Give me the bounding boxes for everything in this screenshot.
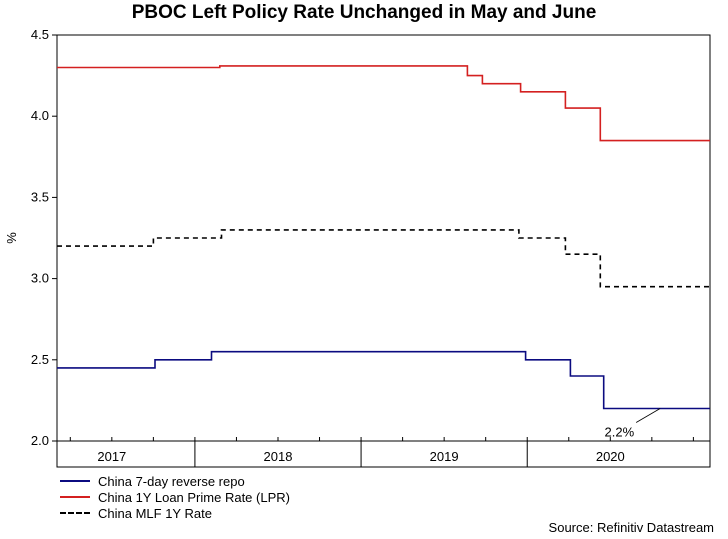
y-tick-label: 3.5 (31, 189, 49, 204)
annotation: 2.2% (605, 408, 661, 440)
y-axis: 2.0 2.5 3.0 3.5 4.0 4.5 (31, 27, 57, 448)
x-tick-label: 2017 (97, 449, 126, 464)
legend-label: China 7-day reverse repo (98, 473, 245, 489)
legend-item: China MLF 1Y Rate (60, 505, 290, 521)
x-axis-band (56, 440, 711, 468)
x-tick-label: 2020 (596, 449, 625, 464)
legend-swatch (60, 512, 90, 514)
legend-label: China MLF 1Y Rate (98, 505, 212, 521)
legend: China 7-day reverse repo China 1Y Loan Pr… (60, 473, 290, 521)
y-tick-label: 2.0 (31, 433, 49, 448)
source-note: Source: Refinitiv Datastream (548, 520, 714, 535)
y-tick-label: 2.5 (31, 352, 49, 367)
series-line-1 (57, 350, 710, 410)
legend-swatch (60, 496, 90, 498)
y-tick-label: 3.0 (31, 271, 49, 286)
legend-label: China 1Y Loan Prime Rate (LPR) (98, 489, 290, 505)
x-axis: 2017 2018 2019 2020 (69, 437, 694, 467)
y-axis-label: % (4, 232, 19, 244)
series-line-2 (57, 65, 710, 142)
chart-title: PBOC Left Policy Rate Unchanged in May a… (131, 2, 597, 23)
annotation-leader (635, 408, 661, 423)
x-tick-label: 2019 (430, 449, 459, 464)
series-line-3 (57, 229, 710, 288)
annotation-label: 2.2% (605, 425, 635, 440)
plot-area (56, 34, 711, 442)
y-tick-label: 4.0 (31, 108, 49, 123)
legend-item: China 7-day reverse repo (60, 473, 290, 489)
legend-item: China 1Y Loan Prime Rate (LPR) (60, 489, 290, 505)
y-tick-label: 4.5 (31, 27, 49, 42)
x-tick-label: 2018 (264, 449, 293, 464)
series-layer (57, 65, 710, 410)
legend-swatch (60, 480, 90, 482)
